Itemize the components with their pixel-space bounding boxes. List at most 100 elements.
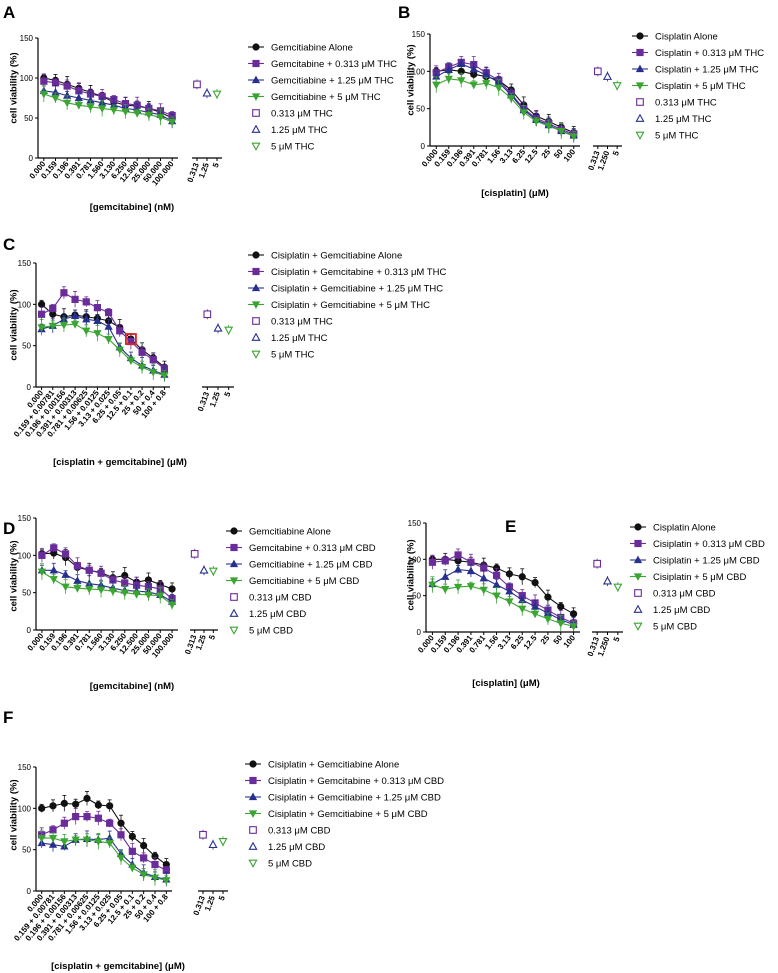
single-agent-point xyxy=(613,583,623,592)
data-point xyxy=(96,586,106,595)
y-tick-label: 50 xyxy=(24,114,33,123)
legend-label: Gemcitiabine + 5 μM THC xyxy=(271,92,381,103)
y-tick-label: 0 xyxy=(421,142,426,151)
legend-item: Cisiplatin + Gemcitiabine Alone xyxy=(248,251,402,262)
data-point xyxy=(60,838,69,846)
y-axis-label: cell viability (%) xyxy=(8,540,19,611)
y-tick-label: 100 xyxy=(18,804,32,813)
y-tick-label: 50 xyxy=(416,105,425,114)
data-point xyxy=(530,610,540,619)
y-tick-label: 100 xyxy=(20,74,34,83)
y-tick-label: 50 xyxy=(22,342,31,351)
x-tick-label: 1.25 xyxy=(197,161,211,179)
data-point xyxy=(37,568,47,577)
data-point xyxy=(72,812,80,821)
x-tick-label: 12.5 xyxy=(523,147,540,165)
series-line xyxy=(432,584,574,627)
legend-item: 1.25 μM CBD xyxy=(248,841,325,853)
legend-item: Cisplatin + 0.313 μM THC xyxy=(632,48,764,59)
legend-marker xyxy=(251,75,261,84)
legend: Cisplatin Alone Cisplatin + 0.313 μM THC C… xyxy=(632,32,764,142)
panel-a: A0501001500.0000.1590.1960.3910.7811.560… xyxy=(3,3,397,213)
legend-marker xyxy=(252,59,260,68)
legend-marker xyxy=(252,43,260,51)
data-point xyxy=(50,544,58,552)
x-tick-label: 1.25 xyxy=(208,390,222,408)
data-point xyxy=(73,576,82,584)
data-point xyxy=(494,84,503,93)
data-point xyxy=(71,836,80,845)
y-axis-label: cell viability (%) xyxy=(8,779,19,850)
y-tick-label: 150 xyxy=(412,30,426,39)
data-point xyxy=(132,591,141,599)
data-point xyxy=(466,583,476,591)
data-point xyxy=(469,81,478,90)
series-2 xyxy=(40,73,176,120)
data-point xyxy=(83,794,91,803)
legend-item: Gemcitiabine + 5 μM THC xyxy=(248,92,381,103)
data-point xyxy=(432,81,441,90)
legend-item: 5 μM THC xyxy=(635,131,698,142)
data-point xyxy=(530,602,540,610)
y-tick-label: 0 xyxy=(29,154,34,163)
legend: Cisplatin Alone Cisiplatin + 0.313 μM CBD… xyxy=(630,523,765,633)
data-point xyxy=(60,799,68,807)
legend-label: 0.313 μM THC xyxy=(655,98,717,109)
data-point xyxy=(532,118,541,126)
legend-label: 0.313 μM CBD xyxy=(653,589,716,600)
data-point xyxy=(37,324,46,332)
data-point xyxy=(73,562,82,570)
data-point xyxy=(466,566,476,575)
legend-marker xyxy=(251,301,261,309)
legend-marker xyxy=(635,131,645,140)
data-point xyxy=(116,854,126,863)
single-agent-point xyxy=(224,326,234,335)
data-point xyxy=(94,814,102,822)
series-4 xyxy=(428,576,578,632)
data-point xyxy=(61,583,70,592)
data-point xyxy=(569,610,578,618)
y-tick-label: 0 xyxy=(27,887,32,896)
data-point xyxy=(93,304,102,312)
data-point xyxy=(531,578,539,587)
data-point xyxy=(139,871,148,879)
legend-marker xyxy=(230,543,238,552)
series-line xyxy=(43,80,173,117)
data-point xyxy=(37,300,46,308)
legend-item: Gemcitiabine Alone xyxy=(248,43,353,54)
single-agent-point xyxy=(208,567,218,576)
y-tick-label: 150 xyxy=(18,259,32,268)
single-agent-point xyxy=(193,80,201,89)
legend-item: Cisplatin Alone xyxy=(632,32,718,43)
single-agent-point xyxy=(218,838,228,847)
data-point xyxy=(48,834,58,843)
legend-item: 1.25 μM CBD xyxy=(633,604,710,616)
data-point xyxy=(479,573,488,582)
legend-marker xyxy=(249,826,257,834)
legend-marker xyxy=(229,608,239,617)
legend-label: Cisplatin Alone xyxy=(655,32,718,43)
legend-item: 1.25 μM THC xyxy=(251,124,328,136)
data-point xyxy=(128,832,136,841)
data-point xyxy=(168,118,177,127)
data-point xyxy=(457,77,466,85)
panel-b: B0501001500.0000.1590.1960.3910.7811.563… xyxy=(398,3,764,199)
data-point xyxy=(63,82,71,90)
data-point xyxy=(104,322,113,330)
data-point xyxy=(151,860,159,869)
data-point xyxy=(454,551,462,559)
legend-marker xyxy=(636,48,644,57)
data-point xyxy=(518,573,526,581)
data-point xyxy=(48,840,58,848)
data-point xyxy=(37,310,46,318)
legend-label: 5 μM THC xyxy=(655,131,698,142)
data-point xyxy=(518,605,527,614)
data-point xyxy=(121,108,130,117)
data-point xyxy=(149,369,158,377)
legend-label: Gemcitiabine Alone xyxy=(271,43,353,54)
x-tick-label: 5 xyxy=(217,894,227,902)
legend-label: Gemcitabine + 0.313 μM THC xyxy=(271,59,397,70)
series-line xyxy=(41,292,165,370)
